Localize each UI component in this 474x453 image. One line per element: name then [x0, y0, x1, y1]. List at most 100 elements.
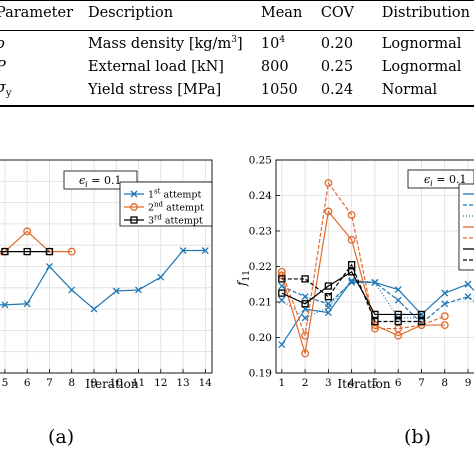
unit-superscript: 3 — [231, 35, 237, 46]
x-tick-label: 9 — [91, 377, 98, 389]
param-cov: 0.25 — [320, 58, 354, 75]
param-description: Yield stress [MPa] — [87, 81, 222, 98]
plot-frame — [0, 159, 213, 374]
eps-symbol-b: ϵ — [424, 173, 430, 186]
caption-b: (b) — [404, 426, 431, 448]
data-point — [464, 280, 472, 288]
data-point — [324, 282, 333, 290]
header-cov: COV — [320, 5, 355, 21]
y-tick-label: 0.23 — [249, 226, 272, 238]
series-line — [281, 280, 474, 345]
data-point — [324, 303, 332, 311]
table-top-rule — [0, 0, 474, 1]
ylabel-f: f — [235, 279, 249, 287]
series-line — [281, 281, 474, 325]
chart-b-axes — [275, 159, 474, 374]
legend-label: 2nd attempt — [148, 201, 204, 214]
chart-b-grid — [276, 159, 474, 374]
data-point — [1, 247, 9, 256]
data-point — [67, 247, 76, 256]
eps-subscript-b: i — [430, 179, 433, 188]
eps-value-b: = 0.1 — [433, 173, 467, 186]
param-description: Mass density [kg/m — [87, 35, 232, 52]
data-point — [440, 312, 449, 321]
data-point — [394, 286, 402, 294]
caption-a: (a) — [48, 426, 75, 448]
x-tick-label: 5 — [2, 377, 9, 389]
data-point — [440, 321, 449, 330]
x-tick-label: 4 — [348, 377, 355, 389]
y-tick-label: 0.22 — [249, 261, 272, 273]
data-point — [441, 289, 449, 297]
data-point — [464, 293, 472, 301]
chart-b-legend — [458, 183, 474, 271]
svg-text:ϵi = 0.1: ϵi = 0.1 — [79, 174, 121, 189]
data-point — [347, 211, 356, 219]
eps-subscript: i — [85, 180, 88, 189]
data-point — [370, 324, 379, 333]
series-line — [0, 249, 206, 310]
ylabel-sub: 11 — [242, 270, 252, 281]
eps-value: = 0.1 — [88, 174, 122, 187]
x-tick-label: 2 — [302, 377, 309, 389]
chart-a-grid — [0, 160, 212, 373]
data-point — [348, 277, 356, 285]
chart-a-x-tick-labels: 5 6 7 8 9 10 11 12 13 14 — [2, 377, 213, 389]
param-distribution: Lognormal — [381, 35, 462, 52]
chart-b-y-tick-labels: 0.19 0.20 0.21 0.22 0.23 0.24 0.25 — [249, 155, 273, 380]
chart-a-eps-box: ϵi = 0.1 — [63, 170, 138, 190]
data-point — [23, 247, 31, 256]
data-point — [394, 317, 402, 326]
eps-symbol: ϵ — [79, 174, 85, 187]
data-point — [157, 273, 165, 281]
x-tick-label: 11 — [132, 377, 145, 389]
data-point — [417, 317, 426, 326]
data-point — [45, 263, 53, 270]
header-description: Description — [87, 5, 174, 21]
chart-b-ylabel: f11 — [235, 270, 252, 287]
data-point — [45, 247, 54, 256]
data-point — [394, 310, 402, 319]
table-mid-rule — [0, 30, 474, 31]
chart-panel-a: 5 6 7 8 9 10 11 12 13 14 Iteration ϵi = 0.1 1st a… — [0, 159, 213, 391]
param-cov: 0.20 — [320, 35, 354, 52]
series-line — [281, 263, 422, 323]
data-point — [90, 305, 98, 313]
legend-label: 3rd attempt — [148, 214, 203, 227]
x-tick-label: 12 — [154, 377, 167, 389]
data-point — [417, 310, 426, 319]
param-symbol: P — [0, 59, 6, 75]
x-tick-label: 14 — [199, 377, 213, 389]
data-point — [277, 267, 286, 276]
y-tick-label: 0.19 — [249, 368, 272, 380]
y-tick-label: 0.21 — [249, 297, 272, 309]
table-row: P External load [kN] 800 0.25 Lognormal — [0, 55, 470, 78]
x-tick-label: 9 — [465, 377, 472, 389]
x-tick-label: 5 — [372, 377, 379, 389]
data-point — [324, 207, 333, 216]
data-point — [278, 341, 286, 349]
param-symbol: ρ — [0, 36, 5, 52]
data-point — [278, 289, 286, 297]
param-distribution: Normal — [381, 81, 438, 98]
data-point — [1, 301, 9, 309]
data-point — [301, 331, 310, 340]
param-description: External load [kN] — [87, 58, 224, 75]
data-point — [394, 296, 402, 304]
data-point — [301, 300, 309, 308]
data-point — [371, 279, 379, 286]
data-point — [324, 293, 333, 301]
chart-a-series — [0, 227, 209, 313]
x-tick-label: 7 — [46, 377, 53, 389]
y-tick-label: 0.20 — [249, 332, 272, 344]
data-point — [278, 296, 286, 304]
legend-marker — [130, 203, 138, 211]
x-tick-label: 8 — [441, 377, 448, 389]
param-symbol: σ — [0, 80, 6, 96]
table-bottom-rule — [0, 105, 474, 107]
chart-b-eps-box: ϵi = 0.1 — [407, 169, 474, 189]
data-point — [112, 287, 120, 295]
series-line — [281, 270, 422, 316]
data-point — [347, 235, 356, 244]
